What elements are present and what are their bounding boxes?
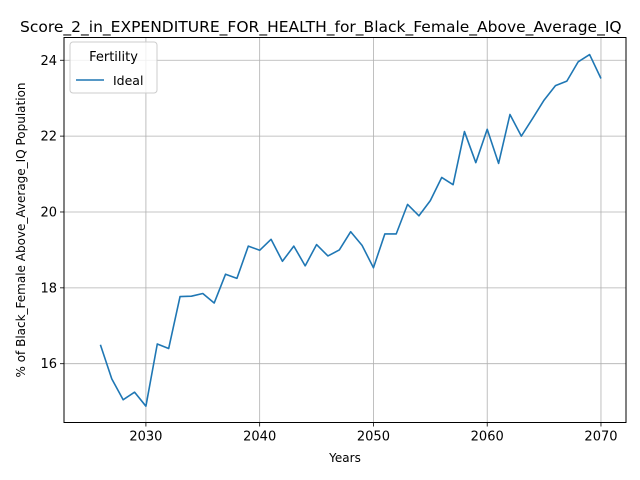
x-tick-label-2030: 2030 [129, 430, 162, 445]
y-tick-label-22: 22 [40, 130, 57, 145]
legend-label-ideal: Ideal [113, 73, 143, 88]
plot-area-frame [63, 37, 627, 423]
x-axis-ticks: 2030 2040 2050 2060 2070 [129, 422, 618, 445]
x-tick-label-2050: 2050 [357, 430, 390, 445]
chart-title: Score_2_in_EXPENDITURE_FOR_HEALTH_for_Bl… [20, 18, 622, 37]
y-axis-label: % of Black_Female Above_Average_IQ Popul… [14, 82, 28, 377]
series-layer [99, 53, 602, 407]
x-tick-label-2060: 2060 [471, 430, 504, 445]
y-axis-ticks: 16 18 20 22 24 [40, 54, 64, 372]
y-tick-label-18: 18 [40, 281, 57, 296]
x-tick-label-2070: 2070 [584, 430, 617, 445]
y-tick-label-24: 24 [40, 54, 57, 69]
legend: Fertility Ideal [69, 41, 158, 94]
legend-title: Fertility [89, 50, 138, 65]
x-axis-label: Years [328, 451, 361, 465]
y-tick-label-16: 16 [40, 357, 57, 372]
grid [64, 37, 626, 423]
y-tick-label-20: 20 [40, 205, 57, 220]
series-line-ideal [99, 53, 602, 407]
x-tick-label-2040: 2040 [243, 430, 276, 445]
